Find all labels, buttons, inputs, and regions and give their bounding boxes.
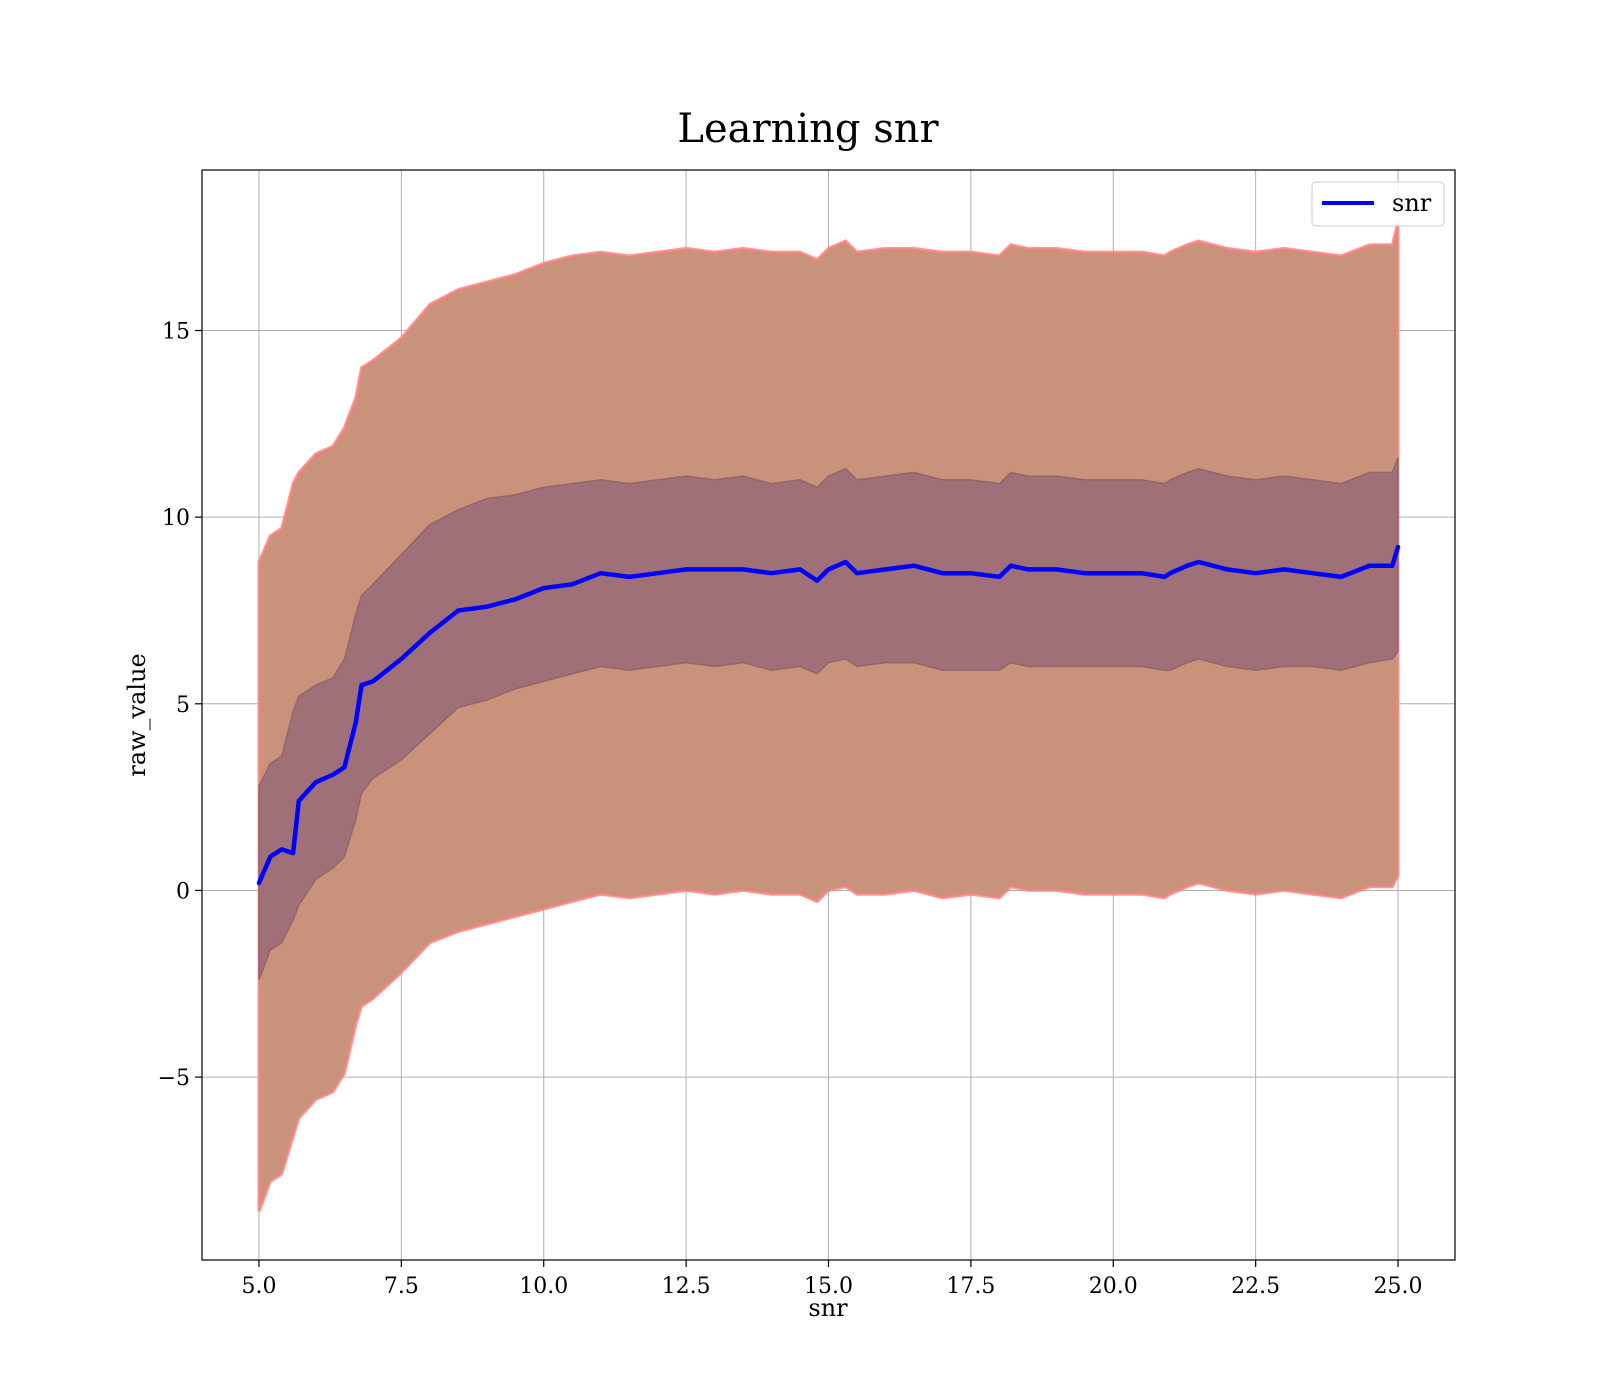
legend-label-snr: snr — [1392, 189, 1432, 217]
x-tick-label: 15.0 — [804, 1274, 853, 1299]
y-ticks: −5 0 5 10 15 — [158, 320, 202, 1091]
y-tick-label: 15 — [162, 320, 190, 345]
legend: snr — [1311, 181, 1445, 227]
outer-band — [257, 221, 1400, 1213]
series-line-snr — [256, 544, 1401, 886]
x-tick-label: 5.0 — [241, 1274, 276, 1299]
x-tick-label: 7.5 — [384, 1274, 419, 1299]
y-tick-label: 5 — [176, 693, 190, 718]
x-tick-label: 20.0 — [1089, 1274, 1138, 1299]
x-tick-label: 10.0 — [519, 1274, 568, 1299]
x-tick-label: 17.5 — [946, 1274, 995, 1299]
y-tick-label: 10 — [162, 506, 190, 531]
x-tick-label: 12.5 — [662, 1274, 711, 1299]
chart-title: Learning snr — [677, 106, 939, 152]
y-tick-label: −5 — [158, 1066, 190, 1091]
x-tick-label: 22.5 — [1231, 1274, 1280, 1299]
x-axis-label: snr — [808, 1294, 848, 1322]
series-layer — [256, 544, 1401, 886]
legend-box — [1311, 181, 1445, 227]
y-tick-label: 0 — [176, 879, 190, 904]
x-ticks: 5.0 7.5 10.0 12.5 15.0 17.5 20.0 22.5 25.0 — [241, 1260, 1423, 1299]
y-axis-label: raw_value — [123, 653, 151, 777]
x-tick-label: 25.0 — [1374, 1274, 1423, 1299]
